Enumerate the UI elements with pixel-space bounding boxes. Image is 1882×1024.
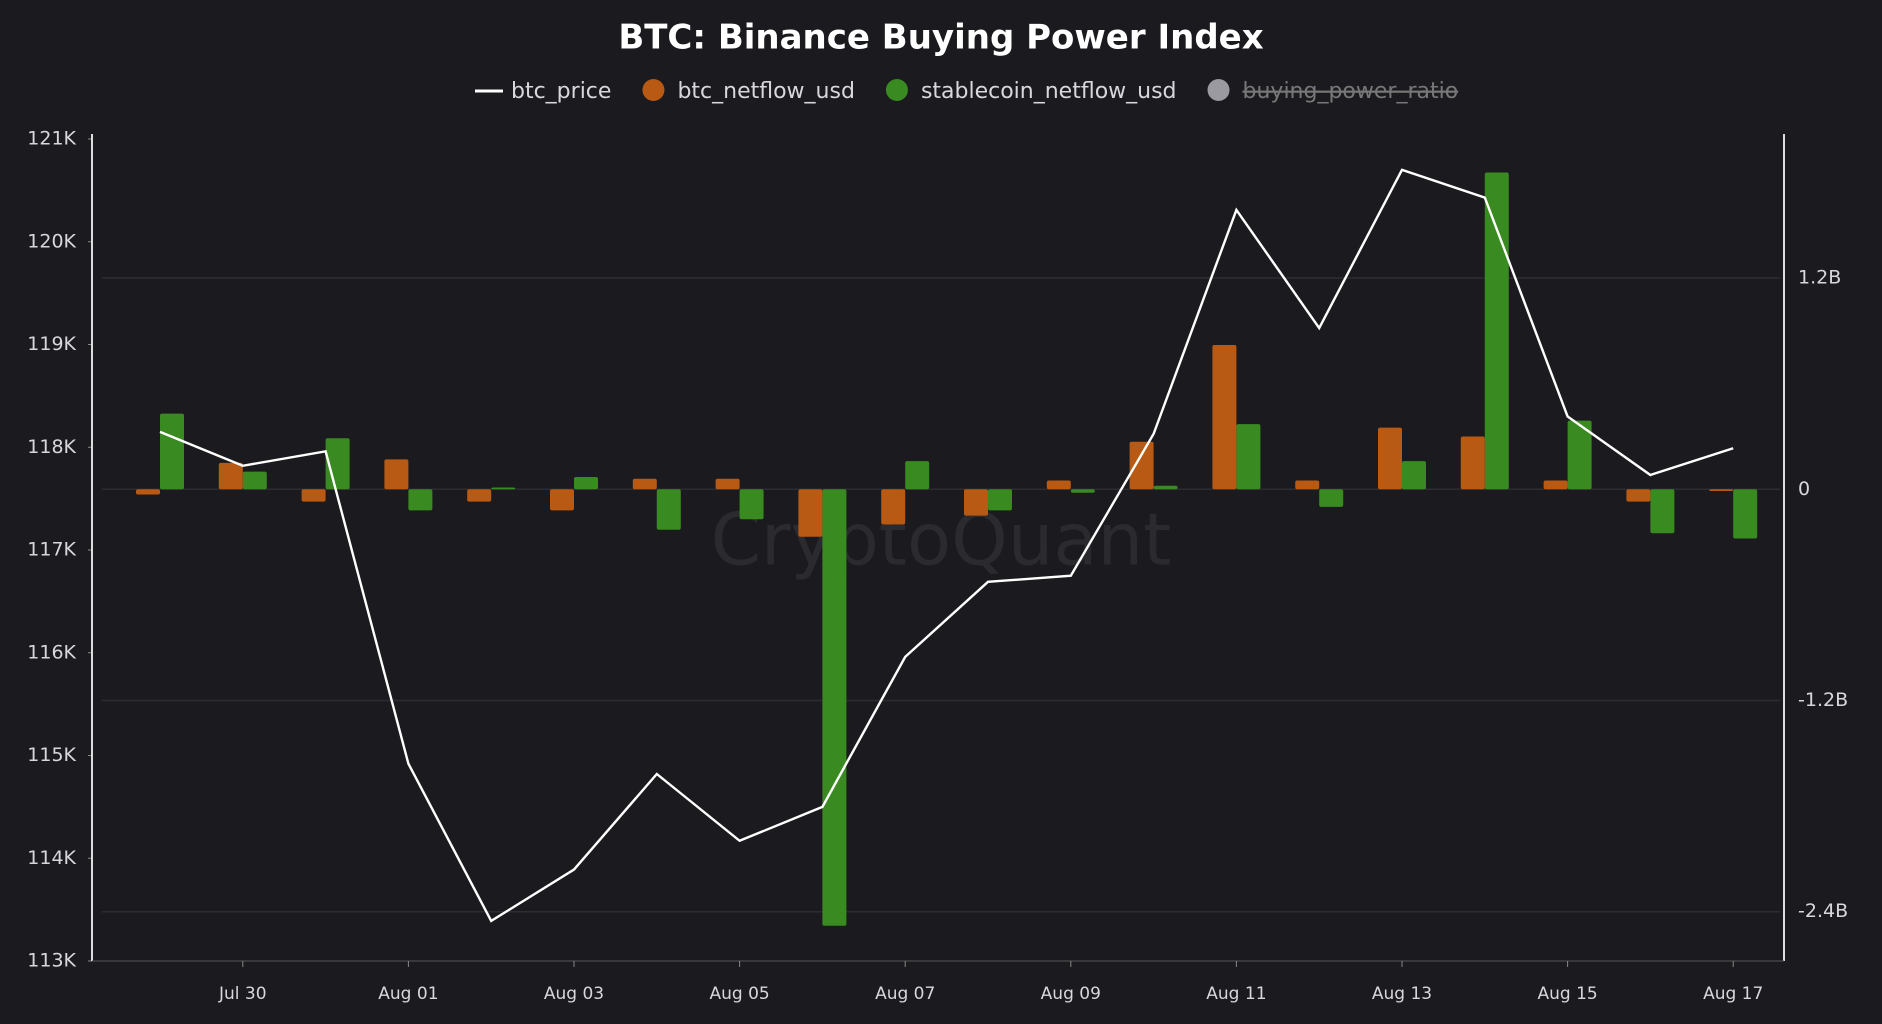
bar <box>1129 441 1154 490</box>
bar <box>550 489 574 511</box>
bar <box>1709 489 1734 492</box>
x-tick-label: Aug 05 <box>709 984 769 1004</box>
legend-swatch <box>642 79 665 101</box>
chart-title: BTC: Binance Buying Power Index <box>618 18 1263 58</box>
bar <box>467 489 492 502</box>
bar <box>1319 489 1344 507</box>
y2-tick-label: -1.2B <box>1798 689 1848 711</box>
bar <box>1295 480 1320 490</box>
x-tick-label: Aug 03 <box>544 984 604 1004</box>
legend-label[interactable]: btc_price <box>511 79 611 104</box>
x-tick-label: Aug 13 <box>1372 984 1432 1004</box>
y-tick-label: 117K <box>27 539 76 561</box>
bar <box>656 489 681 530</box>
bar <box>1626 489 1651 502</box>
bar <box>715 478 740 490</box>
y-tick-label: 118K <box>27 436 76 458</box>
legend-swatch <box>885 79 908 101</box>
bar <box>822 489 847 926</box>
bar <box>242 471 267 490</box>
bar <box>1402 461 1426 490</box>
bar <box>160 413 184 490</box>
bar <box>301 489 326 502</box>
bar <box>1460 436 1485 490</box>
bar <box>1212 344 1237 490</box>
y2-tick-label: -2.4B <box>1798 900 1848 922</box>
bar <box>881 489 906 525</box>
y-tick-label: 113K <box>27 950 76 972</box>
bar <box>491 487 516 490</box>
bar <box>1236 424 1261 490</box>
bar <box>964 489 988 516</box>
price-line <box>159 168 1734 923</box>
y-tick-label: 121K <box>27 128 76 150</box>
x-tick-label: Aug 09 <box>1041 984 1101 1004</box>
legend: btc_price btc_netflow_usd stablecoin_netfl… <box>475 79 1458 104</box>
legend-label[interactable]: stablecoin_netflow_usd <box>921 79 1177 104</box>
bar <box>384 459 409 490</box>
legend-swatch <box>1207 79 1230 101</box>
x-tick-label: Jul 30 <box>218 984 267 1004</box>
y-tick-label: 119K <box>27 333 76 355</box>
y-tick-label: 120K <box>27 230 76 252</box>
watermark: CryptoQuant <box>711 498 1172 582</box>
x-tick-label: Aug 07 <box>875 984 935 1004</box>
bar <box>218 462 243 490</box>
bar <box>905 461 930 490</box>
bar <box>1543 480 1568 490</box>
bar <box>1733 489 1758 539</box>
legend-label[interactable]: buying_power_ratio <box>1243 79 1459 104</box>
y-tick-label: 114K <box>27 847 76 869</box>
bar <box>1650 489 1675 534</box>
bar <box>136 489 160 495</box>
bar <box>1567 420 1592 490</box>
bar <box>632 478 657 490</box>
bar <box>1153 485 1178 490</box>
bar <box>798 489 823 537</box>
y2-tick-label: 1.2B <box>1798 267 1841 289</box>
x-tick-label: Aug 15 <box>1537 984 1597 1004</box>
y-tick-label: 115K <box>27 744 76 766</box>
bar <box>1046 480 1071 490</box>
y2-tick-label: 0 <box>1798 478 1810 500</box>
bar <box>988 489 1012 511</box>
y-tick-label: 116K <box>27 641 76 663</box>
legend-label[interactable]: btc_netflow_usd <box>677 79 854 104</box>
bar <box>1484 172 1509 490</box>
bar <box>739 489 764 520</box>
x-tick-label: Aug 01 <box>378 984 438 1004</box>
bar <box>574 476 598 490</box>
bar <box>408 489 433 511</box>
bar <box>1070 489 1095 493</box>
x-tick-label: Aug 17 <box>1703 984 1763 1004</box>
bar <box>1378 427 1402 490</box>
x-tick-label: Aug 11 <box>1206 984 1266 1004</box>
